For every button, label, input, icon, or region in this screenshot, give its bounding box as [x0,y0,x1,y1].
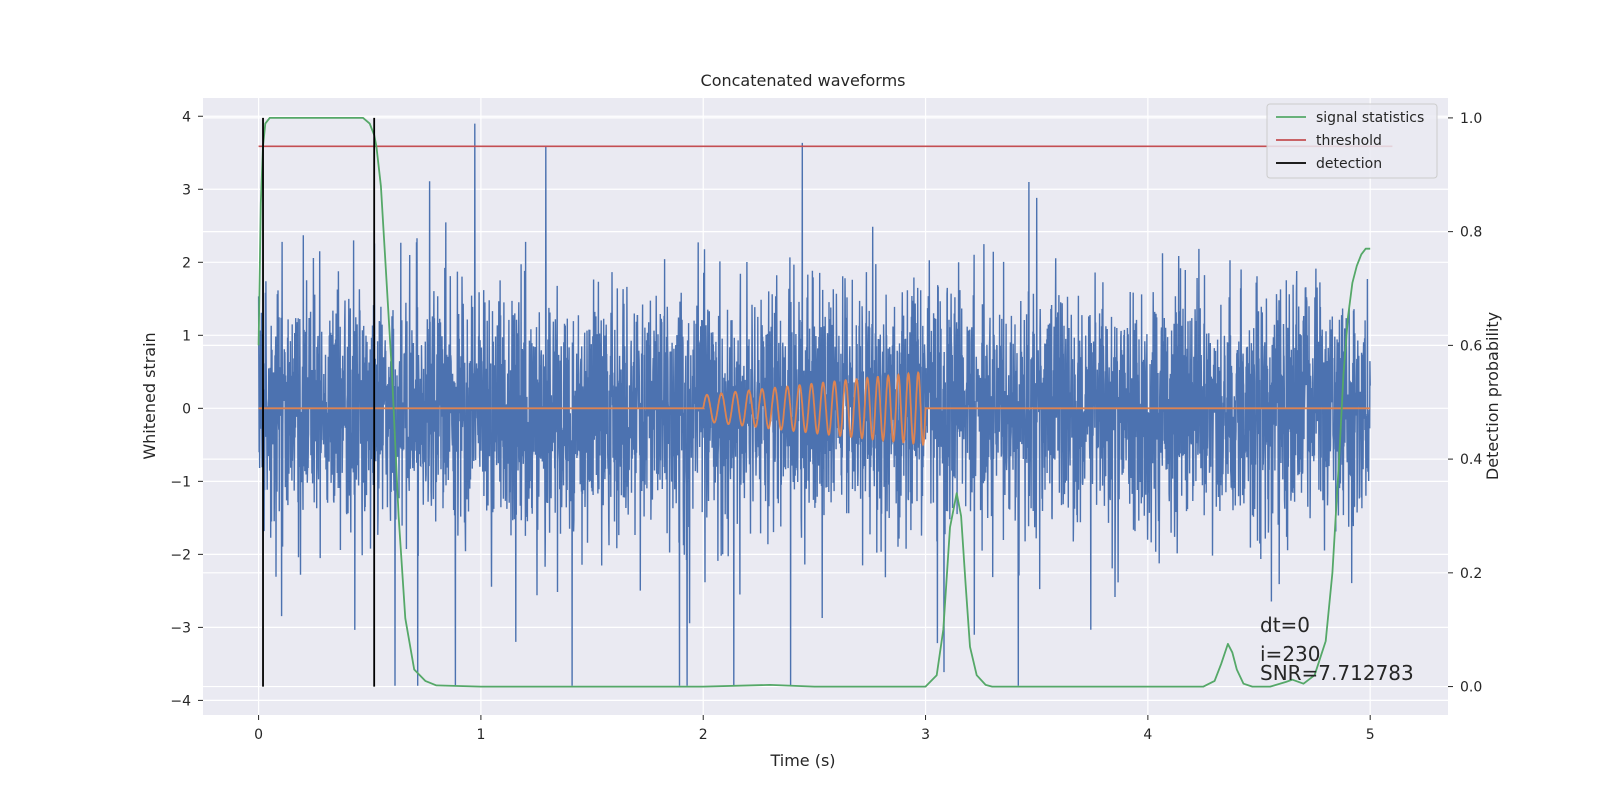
x-axis-label: Time (s) [769,751,835,770]
y-tick-label: −1 [170,474,191,490]
y-right-tick-label: 0.8 [1460,225,1482,241]
y-right-tick-label: 0.4 [1460,452,1482,468]
y-tick-label: 1 [182,328,191,344]
y-tick-label: 3 [182,182,191,198]
y-tick-label: −4 [170,693,191,709]
y-right-tick-label: 1.0 [1460,111,1482,127]
x-tick-label: 3 [921,727,930,743]
x-tick-label: 2 [699,727,708,743]
annotation-index: i=230 [1260,642,1321,666]
injected-waveform-line [258,370,1371,447]
x-tick-label: 1 [476,727,485,743]
annotation-dt: dt=0 [1260,613,1310,637]
y-right-tick-label: 0.6 [1460,338,1482,354]
x-tick-label: 5 [1366,727,1375,743]
legend: signal statistics threshold detection [1266,103,1438,179]
y-tick-label: −3 [170,620,191,636]
legend-label-detection: detection [1316,156,1382,172]
y-axis-label: Whitened strain [140,332,159,459]
legend-label-signal-statistics: signal statistics [1316,110,1424,126]
legend-label-threshold: threshold [1316,133,1382,149]
y-tick-label: 0 [182,401,191,417]
y-axis-right-label: Detection probability [1483,312,1502,480]
annotation-snr: SNR=7.712783 [1260,661,1414,685]
x-tick-label: 4 [1143,727,1152,743]
x-tick-label: 0 [254,727,263,743]
y-right-tick-label: 0.2 [1460,566,1482,582]
y-tick-label: 4 [182,109,191,125]
y-tick-label: 2 [182,255,191,271]
chart-title: Concatenated waveforms [701,71,906,90]
y-tick-label: −2 [170,547,191,563]
signal-statistics-line [257,117,1371,688]
legend-frame [1266,103,1438,179]
y-right-tick-label: 0.0 [1460,680,1482,696]
